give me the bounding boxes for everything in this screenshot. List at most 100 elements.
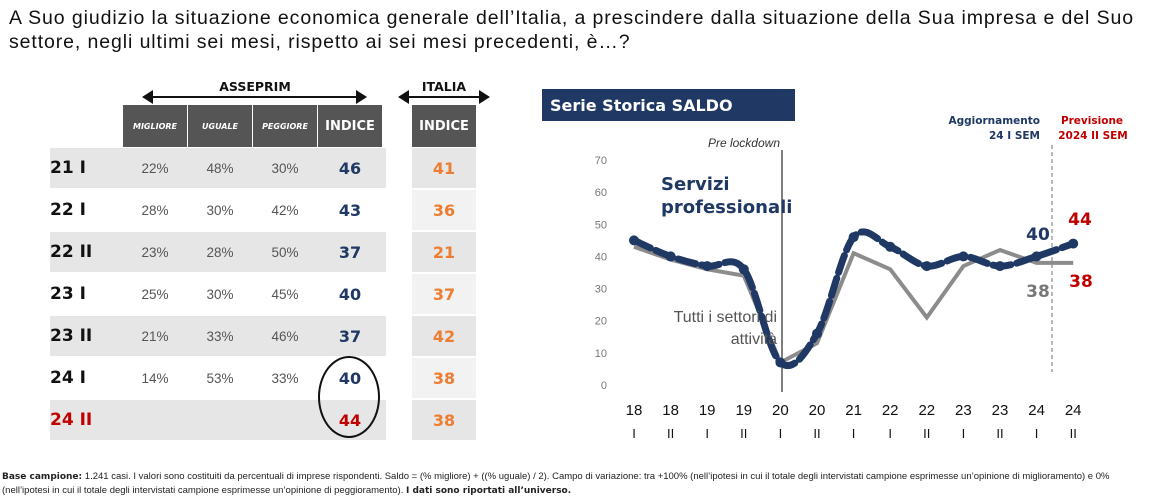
x-tick-semester: I	[705, 426, 709, 441]
table-row: 22 II 23% 28% 50% 37	[50, 232, 386, 272]
chart-title: Serie Storica SALDO	[542, 89, 795, 121]
x-tick-semester: I	[1035, 426, 1039, 441]
servizi-point	[629, 235, 639, 246]
indice-value: 37	[338, 326, 362, 346]
y-tick-label: 50	[595, 219, 607, 231]
col-italia-indice: INDICE	[412, 105, 476, 147]
italia-header: ITALIA	[421, 79, 467, 94]
tutti-series-label: Tutti i settori di	[674, 309, 777, 326]
table-row: 24 I 14% 53% 33% 40	[50, 358, 386, 398]
red-value-label: 44	[1068, 210, 1092, 230]
x-tick-year: 20	[809, 402, 826, 419]
x-tick-year: 23	[955, 402, 972, 419]
x-tick-year: 22	[882, 402, 899, 419]
x-tick-semester: I	[852, 426, 856, 441]
col-indice: INDICE	[318, 105, 382, 147]
row-label: 23 II	[50, 326, 93, 346]
italia-value: 21	[412, 232, 476, 272]
migliore-value: 25%	[141, 286, 169, 302]
y-tick-label: 60	[595, 187, 607, 199]
peggiore-value: 46%	[271, 328, 299, 344]
servizi-point	[848, 232, 859, 243]
table-row: 23 I 25% 30% 45% 40	[50, 274, 386, 314]
aggiornamento-sublabel: 24 I SEM	[989, 130, 1040, 142]
x-tick-semester: II	[813, 426, 820, 441]
x-tick-semester: II	[667, 426, 674, 441]
x-axis-labels: 18 I 18 II 19 I 19 II 20 I 20 II 21 I 22 I 22 II 23 I 23 II 24…	[626, 402, 1082, 441]
peggiore-value: 45%	[271, 286, 299, 302]
grey-value-label: 38	[1026, 282, 1050, 302]
servizi-point	[995, 261, 1005, 272]
red-grey-value-label: 38	[1069, 272, 1093, 292]
servizi-point	[738, 264, 749, 275]
previsione-label: Previsione	[1061, 115, 1123, 127]
peggiore-value: 50%	[271, 244, 299, 260]
uguale-value: 53%	[206, 370, 234, 386]
x-tick-year: 24	[1028, 402, 1045, 419]
y-tick-label: 30	[595, 284, 607, 296]
x-tick-semester: II	[996, 426, 1003, 441]
migliore-value: 21%	[141, 328, 169, 344]
row-label: 21 I	[50, 158, 86, 178]
y-tick-label: 70	[595, 155, 607, 167]
series-servizi-points	[629, 232, 1079, 368]
row-label: 22 I	[50, 200, 86, 220]
asseprim-header: ASSEPRIM	[219, 79, 291, 94]
peggiore-value: 30%	[271, 160, 299, 176]
italia-arrow	[398, 90, 490, 104]
y-tick-label: 10	[595, 348, 607, 360]
servizi-point	[702, 261, 713, 272]
italia-value: 38	[412, 400, 476, 440]
survey-question: A Suo giudizio la situazione economica g…	[9, 7, 1134, 53]
table-row: 21 I 22% 48% 30% 46	[50, 148, 386, 188]
asseprim-arrow	[142, 90, 367, 104]
y-tick-label: 0	[601, 380, 607, 392]
servizi-point	[665, 251, 676, 262]
servizi-point	[775, 357, 786, 368]
uguale-value: 33%	[206, 328, 234, 344]
uguale-value: 28%	[206, 244, 234, 260]
italia-value: 42	[412, 316, 476, 356]
col-peggiore: PEGGIORE	[253, 105, 317, 147]
servizi-point	[958, 251, 969, 262]
x-tick-semester: I	[888, 426, 892, 441]
footer-bold-tail: I dati sono riportati all’universo.	[405, 486, 572, 496]
row-label: 24 II	[50, 410, 93, 430]
x-tick-year: 18	[662, 402, 679, 419]
x-tick-year: 19	[735, 402, 752, 419]
uguale-value: 48%	[206, 160, 234, 176]
servizi-series-label-2: professionali	[661, 197, 792, 218]
x-tick-semester: II	[740, 426, 747, 441]
servizi-point	[812, 328, 822, 339]
x-tick-year: 18	[626, 402, 643, 419]
servizi-point	[885, 241, 896, 252]
uguale-value: 30%	[206, 202, 234, 218]
migliore-value: 23%	[141, 244, 169, 260]
row-label: 23 I	[50, 284, 86, 304]
x-tick-semester: I	[779, 426, 783, 441]
italia-value: 41	[412, 148, 476, 188]
x-tick-year: 21	[845, 402, 862, 419]
migliore-value: 28%	[141, 202, 169, 218]
italia-value: 37	[412, 274, 476, 314]
footer-text: 1.241 casi. I valori sono costituiti da …	[2, 471, 1110, 496]
pre-lockdown-label: Pre lockdown	[708, 136, 780, 150]
x-tick-year: 20	[772, 402, 789, 419]
x-tick-year: 19	[699, 402, 716, 419]
previsione-sublabel: 2024 II SEM	[1058, 130, 1128, 142]
servizi-point	[1031, 251, 1042, 262]
x-tick-year: 23	[992, 402, 1009, 419]
indice-value: 40	[338, 284, 362, 304]
row-label: 24 I	[50, 368, 86, 388]
x-tick-semester: I	[962, 426, 966, 441]
y-tick-label: 20	[595, 316, 607, 328]
y-tick-label: 40	[595, 251, 607, 263]
servizi-series-label: Servizi	[661, 174, 730, 195]
tutti-series-label-2: attività	[731, 331, 777, 348]
peggiore-value: 42%	[271, 202, 299, 218]
chart-axes: 0 10 20 30 40 50 60 70	[595, 155, 607, 392]
highlight-circle	[318, 356, 380, 438]
footer-note: Base campione: 1.241 casi. I valori sono…	[2, 470, 1158, 498]
x-tick-year: 24	[1065, 402, 1082, 419]
